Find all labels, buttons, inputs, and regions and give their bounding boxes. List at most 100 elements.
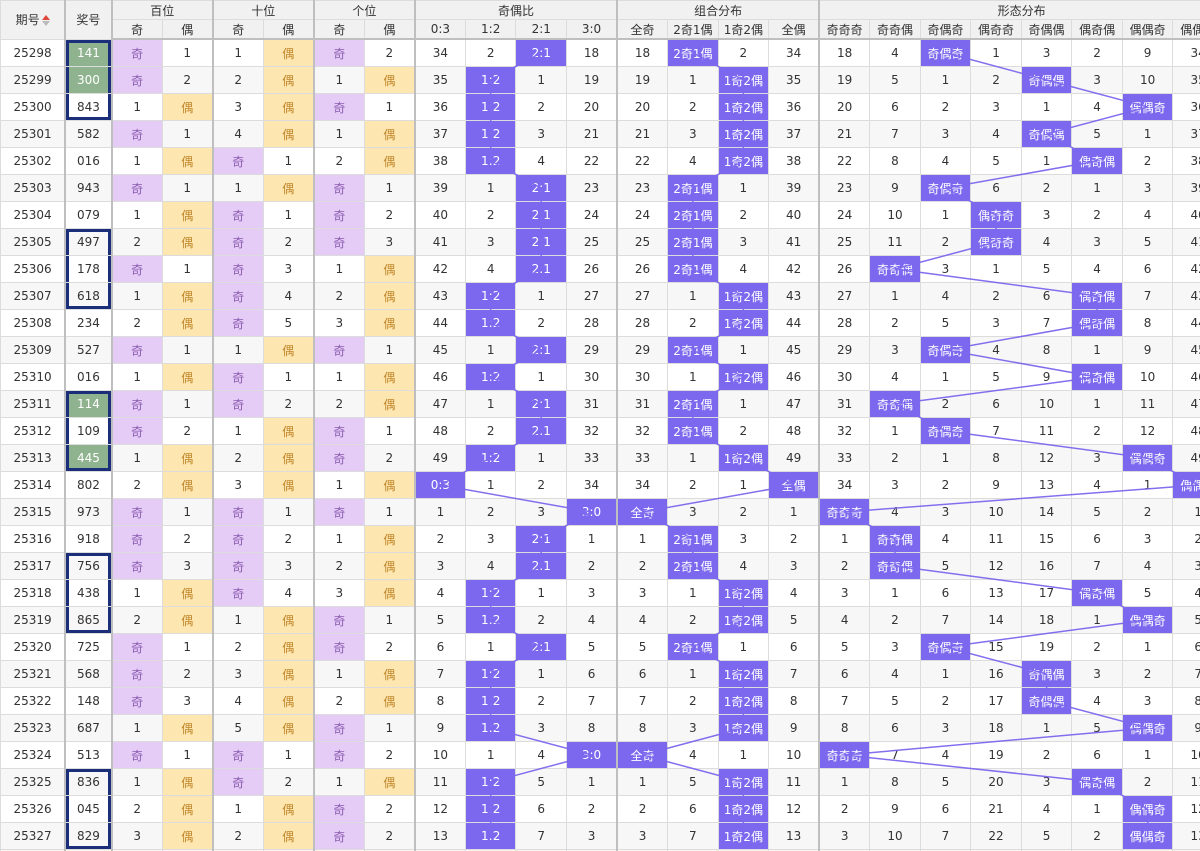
sub-header-shape: 偶偶奇 <box>1121 19 1174 40</box>
combo-cell: 2奇1偶 <box>667 525 719 553</box>
shape-cell: 3 <box>1020 38 1073 67</box>
shape-cell: 17 <box>970 687 1022 715</box>
ratio-cell: 35 <box>414 66 466 94</box>
predict-option[interactable]: 偶 <box>161 849 214 851</box>
predict-number[interactable]: - <box>64 849 113 851</box>
predict-row[interactable]: 预选行1-奇偶奇偶奇偶0:31:22:13:0全奇2奇1偶1奇2偶全偶奇奇奇奇奇… <box>0 849 1200 851</box>
position-cell: 偶 <box>363 309 416 337</box>
shape-cell: 35 <box>1172 66 1200 94</box>
ratio-cell: 6 <box>414 633 466 661</box>
ratio-cell: 37 <box>414 120 466 148</box>
position-cell: 奇 <box>313 336 365 364</box>
ratio-cell: 26 <box>565 255 619 283</box>
position-cell: 偶 <box>363 66 416 94</box>
combo-cell: 5 <box>768 606 821 634</box>
shape-cell: 26 <box>818 255 871 283</box>
shape-cell: 49 <box>1172 444 1200 472</box>
ratio-cell: 28 <box>565 309 619 337</box>
ratio-cell: 10 <box>414 741 466 769</box>
combo-cell: 4 <box>667 147 719 175</box>
period-cell: 25301 <box>0 120 67 148</box>
group-header-shape: 形态分布 <box>818 0 1200 20</box>
shape-cell: 3 <box>919 714 972 742</box>
position-cell: 1 <box>161 120 214 148</box>
predict-option[interactable]: 偶奇偶 <box>1071 849 1123 851</box>
shape-cell: 2 <box>1121 660 1174 688</box>
period-cell: 25326 <box>0 795 67 823</box>
ratio-cell: 34 <box>414 38 466 67</box>
ratio-cell: 49 <box>414 444 466 472</box>
shape-cell: 奇奇奇 <box>818 741 871 769</box>
combo-cell: 3 <box>616 579 669 607</box>
position-cell: 奇 <box>111 174 163 202</box>
predict-option[interactable]: 偶 <box>262 849 315 851</box>
position-cell: 偶 <box>262 687 315 715</box>
shape-cell: 37 <box>1172 120 1200 148</box>
position-cell: 1 <box>111 768 163 796</box>
combo-cell: 47 <box>768 390 821 418</box>
ratio-cell: 1:2 <box>464 120 517 148</box>
ratio-cell: 2 <box>515 687 567 715</box>
position-cell: 偶 <box>161 228 214 256</box>
position-cell: 奇 <box>111 687 163 715</box>
combo-cell: 2奇1偶 <box>667 38 719 67</box>
shape-cell: 8 <box>1121 309 1174 337</box>
shape-cell: 7 <box>919 606 972 634</box>
position-cell: 奇 <box>212 309 264 337</box>
predict-label[interactable]: 预选行1 <box>0 849 67 851</box>
combo-cell: 33 <box>616 444 669 472</box>
sub-header-shape: 偶奇偶 <box>1071 19 1123 40</box>
position-cell: 3 <box>161 552 214 580</box>
position-cell: 2 <box>313 552 365 580</box>
position-cell: 3 <box>111 822 163 850</box>
shape-cell: 2 <box>818 795 871 823</box>
shape-cell: 1 <box>919 660 972 688</box>
predict-option[interactable]: 3:0 <box>565 849 619 851</box>
shape-cell: 10 <box>970 498 1022 526</box>
sort-arrow-icon[interactable] <box>41 14 50 27</box>
ratio-cell: 1 <box>464 174 517 202</box>
period-header[interactable]: 期号 <box>0 0 67 40</box>
group-header-hundreds: 百位 <box>111 0 214 20</box>
shape-cell: 7 <box>1020 309 1073 337</box>
position-cell: 1 <box>111 714 163 742</box>
ratio-cell: 44 <box>414 309 466 337</box>
position-cell: 1 <box>212 606 264 634</box>
combo-cell: 31 <box>616 390 669 418</box>
period-cell: 25303 <box>0 174 67 202</box>
ratio-cell: 12 <box>414 795 466 823</box>
ratio-cell: 45 <box>414 336 466 364</box>
predict-option[interactable]: 奇偶偶 <box>1020 849 1073 851</box>
period-cell: 25311 <box>0 390 67 418</box>
predict-option[interactable]: 偶 <box>363 849 416 851</box>
position-cell: 偶 <box>363 471 416 499</box>
predict-option[interactable]: 全偶 <box>768 849 821 851</box>
combo-cell: 20 <box>616 93 669 121</box>
shape-cell: 30 <box>818 363 871 391</box>
prize-number: 016 <box>64 363 113 391</box>
predict-option[interactable]: 偶偶偶 <box>1172 849 1200 851</box>
combo-cell: 6 <box>768 633 821 661</box>
combo-cell: 1 <box>717 336 770 364</box>
shape-cell: 45 <box>1172 336 1200 364</box>
position-cell: 偶 <box>363 579 416 607</box>
combo-cell: 3 <box>768 552 821 580</box>
shape-cell: 21 <box>970 795 1022 823</box>
position-cell: 奇 <box>111 525 163 553</box>
position-cell: 1 <box>262 147 315 175</box>
shape-cell: 1 <box>919 444 972 472</box>
shape-cell: 1 <box>919 201 972 229</box>
table-row: 25325 836 1 偶奇 2 1 偶 11 1:2 5 1 1 5 1奇2偶 11 1 8 5 20 3 偶奇偶 2 1… <box>0 768 1200 796</box>
prize-number: 687 <box>64 714 113 742</box>
shape-cell: 14 <box>970 606 1022 634</box>
ratio-cell: 2:1 <box>515 552 567 580</box>
shape-cell: 4 <box>818 606 871 634</box>
table-row: 25304 079 1 偶奇 1 奇 2 40 2 2:1 24 24 2奇1偶 2 40 24 10 1 偶奇奇 3… <box>0 201 1200 229</box>
ratio-cell: 1:2 <box>464 282 517 310</box>
position-cell: 1 <box>363 606 416 634</box>
position-cell: 1 <box>161 390 214 418</box>
